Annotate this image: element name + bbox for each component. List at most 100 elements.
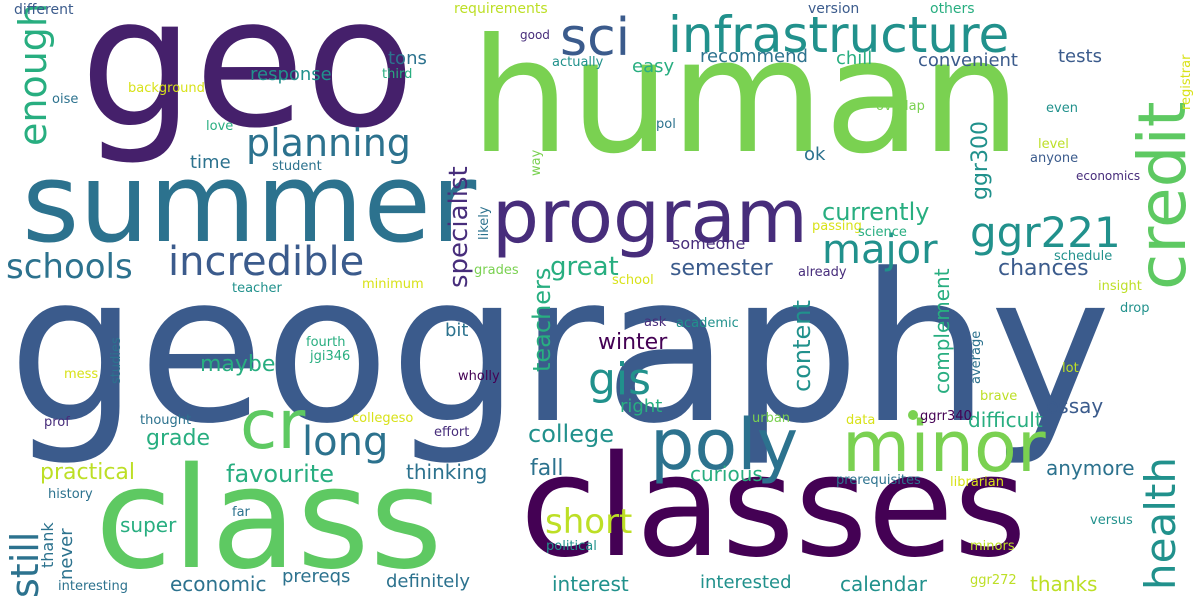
word-enough: enough <box>11 2 55 146</box>
word-fall: fall <box>530 456 564 481</box>
word-love: love <box>206 119 234 134</box>
word-classes: classes <box>520 426 1027 589</box>
word-right: right <box>620 396 663 417</box>
word-planning: planning <box>246 121 411 165</box>
word-average: average <box>969 330 984 384</box>
word-prereqs: prereqs <box>282 566 351 587</box>
word-anymore: anymore <box>1046 456 1135 480</box>
word-major: major <box>822 227 938 273</box>
word-easy: easy <box>632 56 675 77</box>
word-tests: tests <box>1058 46 1102 67</box>
word-far: far <box>232 505 250 520</box>
word-geo: geo <box>80 0 416 168</box>
word-health: health <box>1136 457 1185 590</box>
word-minimum: minimum <box>362 277 424 292</box>
word-great: great <box>550 252 619 282</box>
word-recommend: recommend <box>700 46 808 67</box>
word-others: others <box>930 1 975 17</box>
word-response: response <box>250 64 332 85</box>
word-sci: sci <box>560 8 631 68</box>
word-ok: ok <box>804 144 826 165</box>
word-urban: urban <box>752 411 791 426</box>
word-thank: thank <box>38 522 57 568</box>
word-favourite: favourite <box>226 460 334 488</box>
word-thinking: thinking <box>406 460 488 484</box>
word-drop: drop <box>1120 301 1150 316</box>
word-someone: someone <box>672 234 746 253</box>
word-calendar: calendar <box>840 572 927 596</box>
word-prof: prof <box>44 415 70 430</box>
word-program: program <box>492 174 808 260</box>
word-jgi346: jgi346 <box>310 349 351 364</box>
word-semester: semester <box>670 256 773 281</box>
word-passing: passing <box>812 219 862 234</box>
word-difficult: difficult <box>968 408 1043 432</box>
word-time: time <box>190 152 231 173</box>
word-ask: ask <box>644 315 667 330</box>
word-mess: mess <box>64 367 99 382</box>
word-registrar: registrar <box>1179 54 1194 110</box>
word-minor: minor <box>842 406 1046 488</box>
word-pol: pol <box>656 117 676 132</box>
word-ggr300: ggr300 <box>968 121 993 200</box>
word-effort: effort <box>434 425 470 440</box>
word-science: science <box>858 225 907 240</box>
word-background: background <box>128 81 205 96</box>
word-version: version <box>808 1 860 17</box>
word-chill: chill <box>836 48 873 69</box>
word-teacher: teacher <box>232 281 282 296</box>
word-chances: chances <box>998 256 1089 281</box>
word-infrastructure: infrastructure <box>668 6 1010 64</box>
word-academic: academic <box>676 316 739 331</box>
word-content: content <box>788 300 816 392</box>
word-prerequisites: prerequisites <box>836 473 921 488</box>
word-even: even <box>1046 101 1078 116</box>
word-ggr272: ggr272 <box>970 573 1017 588</box>
word-versus: versus <box>1090 513 1133 528</box>
word-wholly: wholly <box>458 369 500 384</box>
word-already: already <box>798 265 847 280</box>
word-overlap: overlap <box>876 99 925 114</box>
word-data: data <box>846 413 876 428</box>
word-gis: gis <box>588 354 652 405</box>
word-grades: grades <box>474 263 519 278</box>
word-curious: curious <box>690 462 763 486</box>
word-good: good <box>520 28 550 42</box>
word-minors: minors <box>970 539 1015 554</box>
word-currently: currently <box>822 198 930 226</box>
word-maybe: maybe <box>200 352 276 377</box>
word-cr: cr <box>240 386 306 465</box>
word-fourth: fourth <box>306 335 346 350</box>
word-schools: schools <box>6 247 133 287</box>
word-practical: practical <box>40 460 136 485</box>
word-school: school <box>612 273 654 288</box>
word-student: student <box>272 159 322 174</box>
word-long: long <box>302 419 389 465</box>
word-winter: winter <box>598 330 668 355</box>
word-college: college <box>528 420 614 448</box>
word-thanks: thanks <box>1030 572 1098 596</box>
word-political: political <box>546 539 597 554</box>
word-incredible: incredible <box>168 239 365 285</box>
word-insight: insight <box>1098 279 1142 294</box>
word-class: class <box>95 438 443 600</box>
word-actually: actually <box>552 55 604 70</box>
word-third: third <box>382 67 413 82</box>
word-poly: poly <box>650 404 799 486</box>
word-ggrr340: ggrr340 <box>920 409 972 424</box>
word-complement: complement <box>930 268 954 394</box>
word-geography: geography <box>8 231 1112 469</box>
word-human: human <box>470 5 1022 189</box>
word-summer: summer <box>22 139 477 267</box>
word-anyone: anyone <box>1030 151 1079 166</box>
word-interested: interested <box>700 572 792 593</box>
word-grade: grade <box>146 426 210 451</box>
dot-marker <box>908 410 918 420</box>
word-schedule: schedule <box>1054 249 1113 264</box>
word-economics: economics <box>1076 169 1141 183</box>
word-specialist: specialist <box>444 166 474 288</box>
word-convenient: convenient <box>918 50 1018 71</box>
word-thought: thought <box>140 413 192 428</box>
word-way: way <box>529 149 544 176</box>
